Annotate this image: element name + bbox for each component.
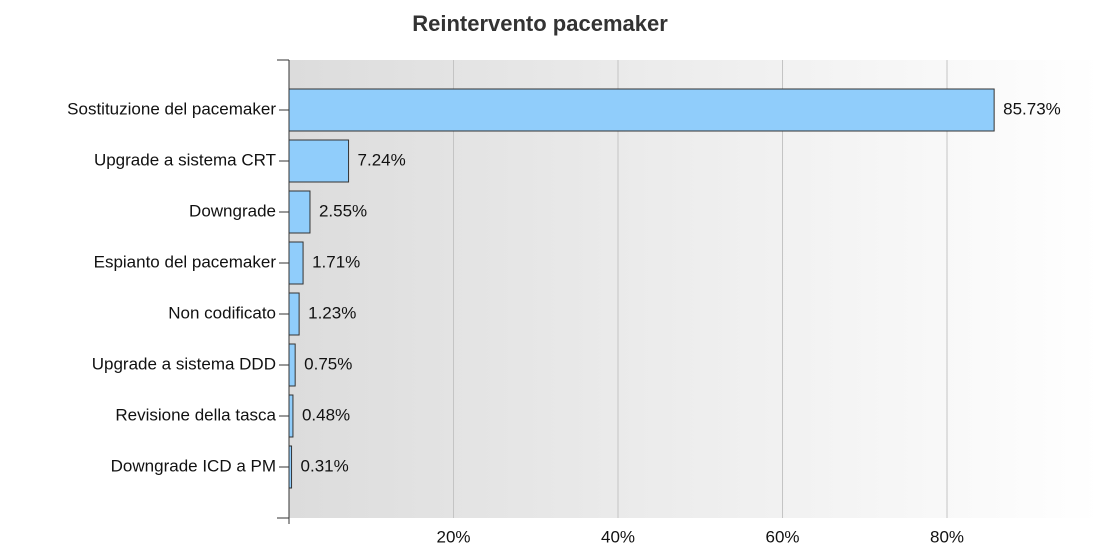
bar bbox=[288, 292, 300, 336]
plot-background bbox=[289, 60, 1100, 518]
value-label: 7.24% bbox=[358, 150, 406, 169]
x-tick-label: 80% bbox=[930, 527, 964, 546]
bar bbox=[288, 343, 296, 387]
bar bbox=[288, 241, 304, 285]
value-label: 0.31% bbox=[301, 456, 349, 475]
y-tick-label: Revisione della tasca bbox=[115, 405, 276, 424]
y-tick-label: Espianto del pacemaker bbox=[94, 252, 277, 271]
y-tick-label: Upgrade a sistema DDD bbox=[92, 354, 276, 373]
value-label: 0.48% bbox=[302, 405, 350, 424]
y-tick-label: Upgrade a sistema CRT bbox=[94, 150, 276, 169]
bar bbox=[288, 139, 350, 183]
value-label: 1.23% bbox=[308, 303, 356, 322]
y-tick-label: Downgrade ICD a PM bbox=[111, 456, 276, 475]
x-tick-label: 60% bbox=[765, 527, 799, 546]
y-tick-label: Sostituzione del pacemaker bbox=[67, 99, 276, 118]
value-label: 1.71% bbox=[312, 252, 360, 271]
chart-title: Reintervento pacemaker bbox=[412, 11, 668, 36]
value-label: 85.73% bbox=[1003, 99, 1061, 118]
bar bbox=[288, 394, 294, 438]
bar bbox=[288, 445, 293, 489]
y-tick-label: Non codificato bbox=[168, 303, 276, 322]
bar bbox=[288, 88, 995, 132]
bar bbox=[288, 190, 311, 234]
x-tick-label: 40% bbox=[601, 527, 635, 546]
y-tick-label: Downgrade bbox=[189, 201, 276, 220]
x-tick-label: 20% bbox=[436, 527, 470, 546]
value-label: 2.55% bbox=[319, 201, 367, 220]
value-label: 0.75% bbox=[304, 354, 352, 373]
